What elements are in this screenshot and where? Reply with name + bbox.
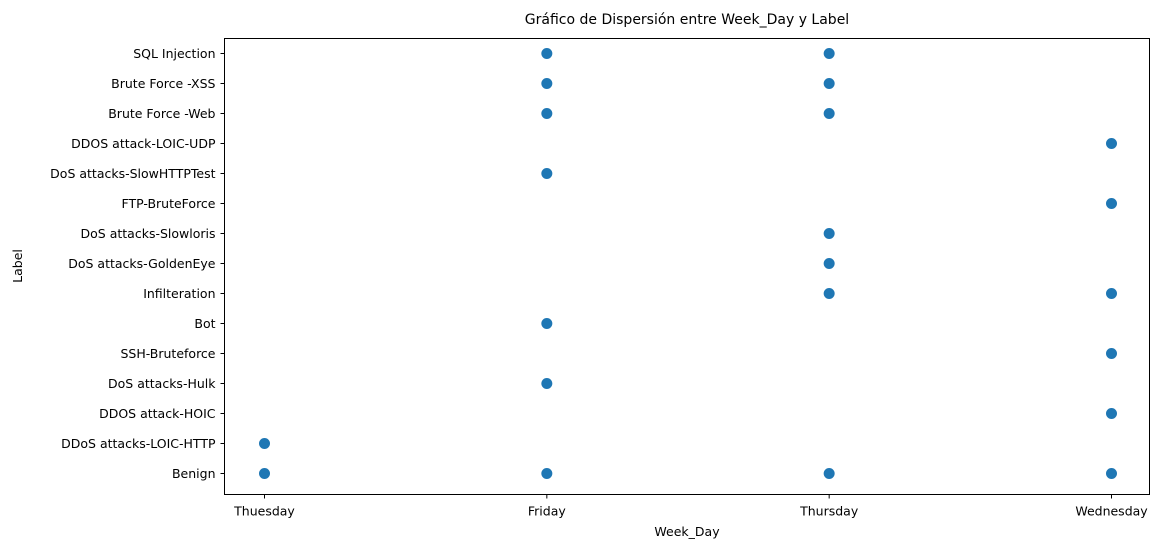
x-tick-label: Thursday (799, 504, 859, 519)
x-tick-label: Thuesday (233, 504, 295, 519)
scatter-point (823, 228, 835, 239)
y-tick-label: Bot (194, 316, 215, 331)
scatter-point (823, 78, 835, 89)
plot-frame (224, 38, 1150, 495)
scatter-point (541, 48, 553, 59)
scatter-point (541, 78, 553, 89)
scatter-point (259, 438, 270, 449)
scatter-point (1106, 468, 1117, 479)
scatter-point (823, 48, 835, 59)
scatter-point (823, 468, 835, 479)
y-tick-label: SQL Injection (133, 46, 215, 61)
scatter-point (823, 288, 835, 299)
scatter-point (1106, 138, 1117, 149)
y-tick-label: DoS attacks-Slowloris (81, 226, 216, 241)
y-tick-label: DoS attacks-SlowHTTPTest (50, 166, 215, 181)
x-axis-ticks: Thuesday Friday Thursday Wednesday (233, 494, 1148, 519)
scatter-point (1106, 408, 1117, 419)
y-axis-ticks: Benign DDoS attacks-LOIC-HTTP DDOS attack-… (50, 46, 225, 481)
y-tick-label: Benign (172, 466, 216, 481)
scatter-point (1106, 288, 1117, 299)
y-tick-label: DDoS attacks-LOIC-HTTP (61, 436, 216, 451)
scatter-point (823, 258, 835, 269)
scatter-point (541, 468, 553, 479)
y-tick-label: SSH-Bruteforce (120, 346, 215, 361)
x-axis-label: Week_Day (654, 524, 720, 539)
y-tick-label: Brute Force -Web (108, 106, 215, 121)
y-tick-label: DDOS attack-LOIC-UDP (71, 136, 216, 151)
x-tick-label: Friday (528, 504, 566, 519)
scatter-point (541, 168, 553, 179)
y-tick-label: Infilteration (143, 286, 215, 301)
y-axis-label: Label (10, 249, 25, 283)
y-tick-label: DoS attacks-GoldenEye (68, 256, 216, 271)
y-tick-label: DoS attacks-Hulk (108, 376, 216, 391)
scatter-point (541, 378, 553, 389)
scatter-point (1106, 198, 1117, 209)
scatter-point (823, 108, 835, 119)
x-tick-label: Wednesday (1075, 504, 1148, 519)
y-tick-label: FTP-BruteForce (122, 196, 216, 211)
y-tick-label: DDOS attack-HOIC (99, 406, 216, 421)
scatter-point (259, 468, 270, 479)
y-tick-label: Brute Force -XSS (111, 76, 215, 91)
chart-title: Gráfico de Dispersión entre Week_Day y L… (525, 12, 849, 28)
scatter-point (541, 108, 553, 119)
scatter-point (541, 318, 553, 329)
scatter-point (1106, 348, 1117, 359)
data-points (259, 48, 1117, 479)
